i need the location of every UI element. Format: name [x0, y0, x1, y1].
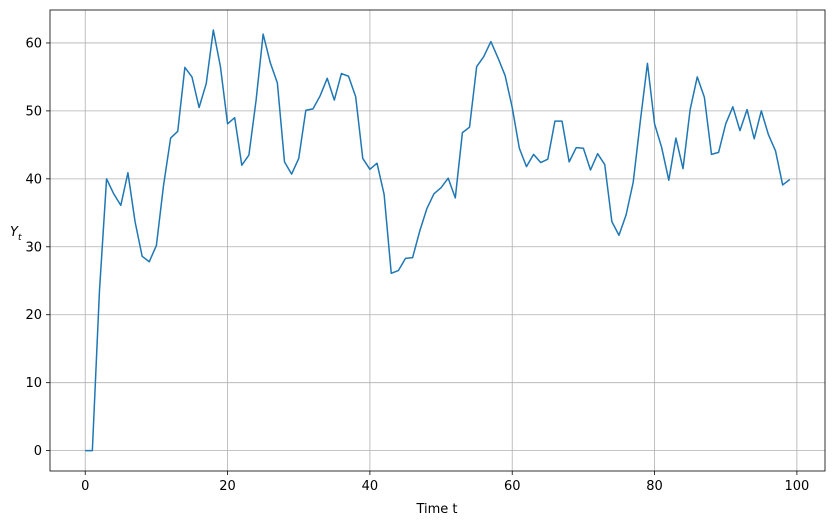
x-tick-label: 20 [219, 479, 236, 494]
y-tick-label: 60 [25, 36, 42, 51]
x-axis-label: Time t [415, 502, 457, 517]
x-tick-label: 40 [362, 479, 379, 494]
y-tick-label: 20 [25, 308, 42, 323]
y-tick-label: 0 [34, 444, 42, 459]
y-tick-label: 30 [25, 240, 42, 255]
y-tick-label: 50 [25, 104, 42, 119]
data-line [85, 29, 791, 452]
y-tick-label: 10 [25, 376, 42, 391]
x-tick-label: 100 [784, 479, 809, 494]
y-axis-label-subscript: t [18, 233, 22, 243]
x-tick-label: 60 [504, 479, 521, 494]
x-tick-label: 80 [646, 479, 663, 494]
y-tick-label: 40 [25, 172, 42, 187]
x-tick-label: 0 [81, 479, 89, 494]
y-axis-label: Y [10, 225, 19, 240]
plot-frame [49, 9, 826, 472]
